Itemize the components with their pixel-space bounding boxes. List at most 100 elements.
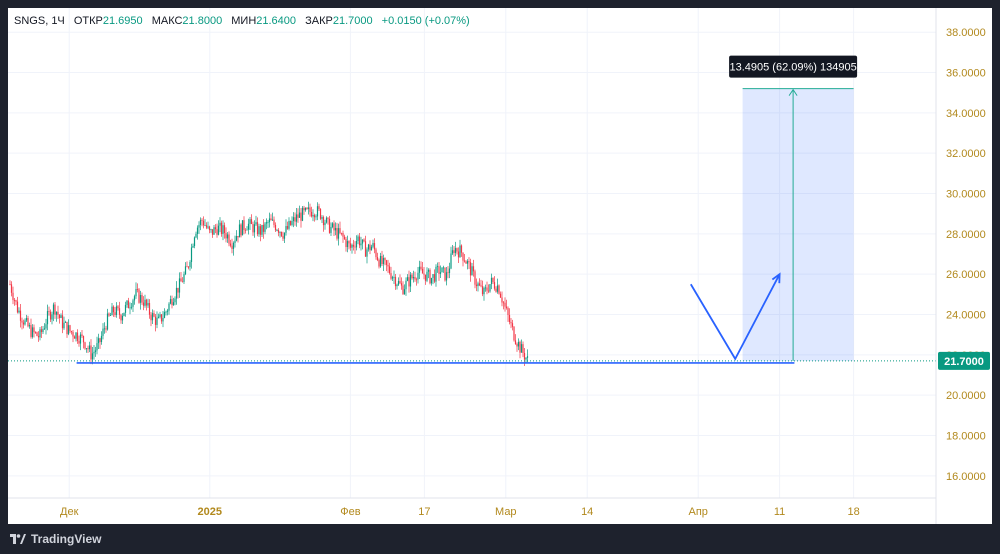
candle-body <box>478 283 481 286</box>
candle-body <box>508 314 511 323</box>
candle-body <box>231 245 233 249</box>
candle-body <box>118 308 121 315</box>
candle-body <box>499 293 502 298</box>
candle-body <box>21 320 23 323</box>
candle-body <box>369 244 371 251</box>
candle-body <box>336 228 338 239</box>
candle-body <box>373 243 376 250</box>
price-chart[interactable]: 13.4905 (62.09%) 134905 16.0000 18.0000 20… <box>8 8 992 524</box>
candle-body <box>174 298 176 303</box>
time-tick-label: Фев <box>340 506 360 518</box>
candle-body <box>79 334 82 344</box>
candle-body <box>300 212 302 221</box>
candle-body <box>175 287 178 299</box>
candle-body <box>486 287 488 291</box>
time-tick-label: 11 <box>774 506 785 518</box>
candle-body <box>438 266 440 274</box>
candle-body <box>27 318 29 327</box>
candle-body <box>370 246 373 251</box>
candle-body <box>154 316 157 325</box>
candle-body <box>96 343 98 351</box>
candle-body <box>292 217 295 221</box>
candle-body <box>352 244 355 247</box>
candle-body <box>306 207 308 209</box>
candle-body <box>106 313 109 330</box>
candle-body <box>81 334 83 337</box>
legend-low-value: 21.6400 <box>256 15 297 27</box>
candle-body <box>76 332 79 341</box>
candle-body <box>337 228 340 239</box>
candle-body <box>381 255 383 265</box>
time-axis[interactable]: Дек 2025 Фев 17 Мар 14 Апр 11 18 <box>8 497 936 518</box>
candle-body <box>135 289 137 297</box>
price-tick-label: 34.0000 <box>946 108 986 120</box>
candle-body <box>39 329 41 338</box>
time-tick-label: Мар <box>495 506 517 518</box>
projection-arrow-head[interactable] <box>771 272 781 284</box>
candle-body <box>82 336 85 343</box>
candle-body <box>432 274 434 278</box>
candle-body <box>166 310 169 312</box>
candle-body <box>447 272 449 274</box>
price-range-box[interactable]: 13.4905 (62.09%) 134905 <box>729 55 858 361</box>
candle-body <box>406 277 409 281</box>
candle-body <box>397 281 400 285</box>
candle-body <box>525 357 527 360</box>
candle-body <box>159 314 161 317</box>
price-range-arrow-head[interactable] <box>788 88 798 96</box>
candle-body <box>139 295 142 303</box>
candle-body <box>367 244 370 250</box>
candle-body <box>408 277 410 287</box>
price-tick-label: 18.0000 <box>946 430 986 442</box>
candle-body <box>177 287 179 293</box>
price-axis[interactable]: 16.000018.000020.000022.000024.000026.00… <box>935 8 990 524</box>
candle-body <box>261 224 263 235</box>
candle-body <box>481 286 484 295</box>
candle-body <box>36 332 38 336</box>
candle-body <box>30 325 32 337</box>
candle-body <box>141 295 143 303</box>
legend-open-value: 21.6950 <box>102 15 143 27</box>
candle-body <box>474 271 476 285</box>
candle-body <box>426 271 428 281</box>
chart-frame[interactable]: 13.4905 (62.09%) 134905 16.0000 18.0000 20… <box>8 8 992 524</box>
candle-body <box>243 220 245 230</box>
candle-body <box>387 264 389 267</box>
candle-body <box>250 219 253 224</box>
brand-name: TradingView <box>31 532 102 546</box>
candle-body <box>513 326 515 341</box>
legend-close-value: 21.7000 <box>332 15 373 27</box>
candle-body <box>327 217 329 219</box>
tradingview-logo[interactable]: TradingView <box>10 532 101 546</box>
candle-body <box>268 218 271 223</box>
candle-body <box>235 236 238 241</box>
candle-body <box>345 238 347 248</box>
candle-body <box>403 289 406 295</box>
candle-body <box>286 226 289 229</box>
candle-body <box>469 262 472 276</box>
candle-body <box>120 314 122 321</box>
candle-body <box>72 332 74 337</box>
candle-body <box>376 257 379 261</box>
candle-body <box>400 283 403 286</box>
drawing-overlays[interactable] <box>8 272 936 364</box>
candle-body <box>264 223 266 232</box>
candle-body <box>496 285 499 292</box>
candle-body <box>211 229 214 235</box>
candle-body <box>19 310 22 321</box>
candle-body <box>85 348 88 350</box>
candle-body <box>183 274 185 282</box>
footer-bar: TradingView <box>0 524 1000 554</box>
candle-body <box>54 304 56 315</box>
projection-path[interactable] <box>690 273 781 361</box>
candle-body <box>9 284 11 286</box>
candle-body <box>334 228 337 231</box>
price-range-fill[interactable] <box>742 88 854 361</box>
candle-body <box>238 224 241 238</box>
price-range-label[interactable]: 13.4905 (62.09%) 134905 <box>729 62 856 74</box>
candle-body <box>340 232 343 234</box>
price-range-label-bg[interactable] <box>729 55 858 78</box>
candle-body <box>294 217 296 222</box>
candle-body <box>18 310 20 313</box>
candle-body <box>301 207 304 221</box>
